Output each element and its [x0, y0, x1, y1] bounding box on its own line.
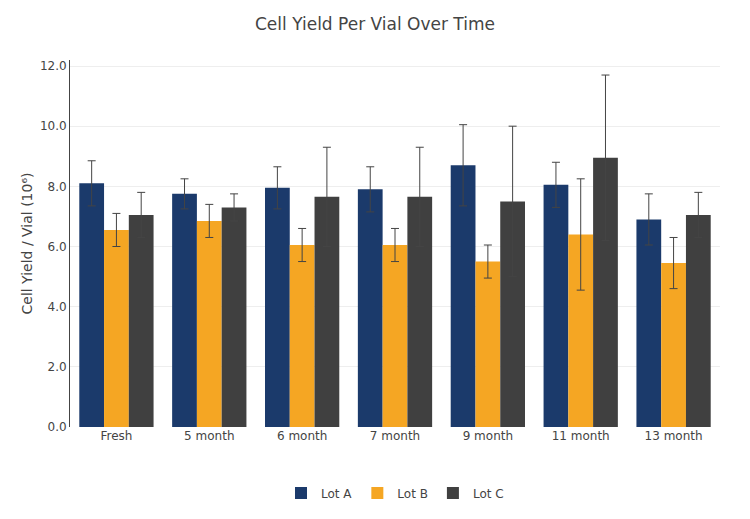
- svg-text:6.0: 6.0: [48, 240, 67, 254]
- svg-text:13 month: 13 month: [645, 429, 703, 443]
- svg-text:8.0: 8.0: [48, 180, 67, 194]
- svg-text:5 month: 5 month: [184, 429, 234, 443]
- svg-text:7 month: 7 month: [370, 429, 420, 443]
- svg-text:Fresh: Fresh: [100, 429, 132, 443]
- svg-text:4.0: 4.0: [48, 300, 67, 314]
- svg-text:Cell Yield / Vial (10⁶): Cell Yield / Vial (10⁶): [19, 173, 35, 315]
- svg-text:0.0: 0.0: [48, 420, 67, 434]
- svg-text:9 month: 9 month: [463, 429, 513, 443]
- svg-text:2.0: 2.0: [48, 360, 67, 374]
- svg-text:Cell Yield Per Vial Over Time: Cell Yield Per Vial Over Time: [255, 14, 495, 34]
- svg-text:12.0: 12.0: [40, 59, 67, 73]
- svg-text:11 month: 11 month: [552, 429, 610, 443]
- svg-text:Lot B: Lot B: [397, 487, 428, 501]
- svg-text:Lot A: Lot A: [321, 487, 352, 501]
- svg-text:6 month: 6 month: [277, 429, 327, 443]
- svg-text:10.0: 10.0: [40, 119, 67, 133]
- svg-text:Lot C: Lot C: [473, 487, 504, 501]
